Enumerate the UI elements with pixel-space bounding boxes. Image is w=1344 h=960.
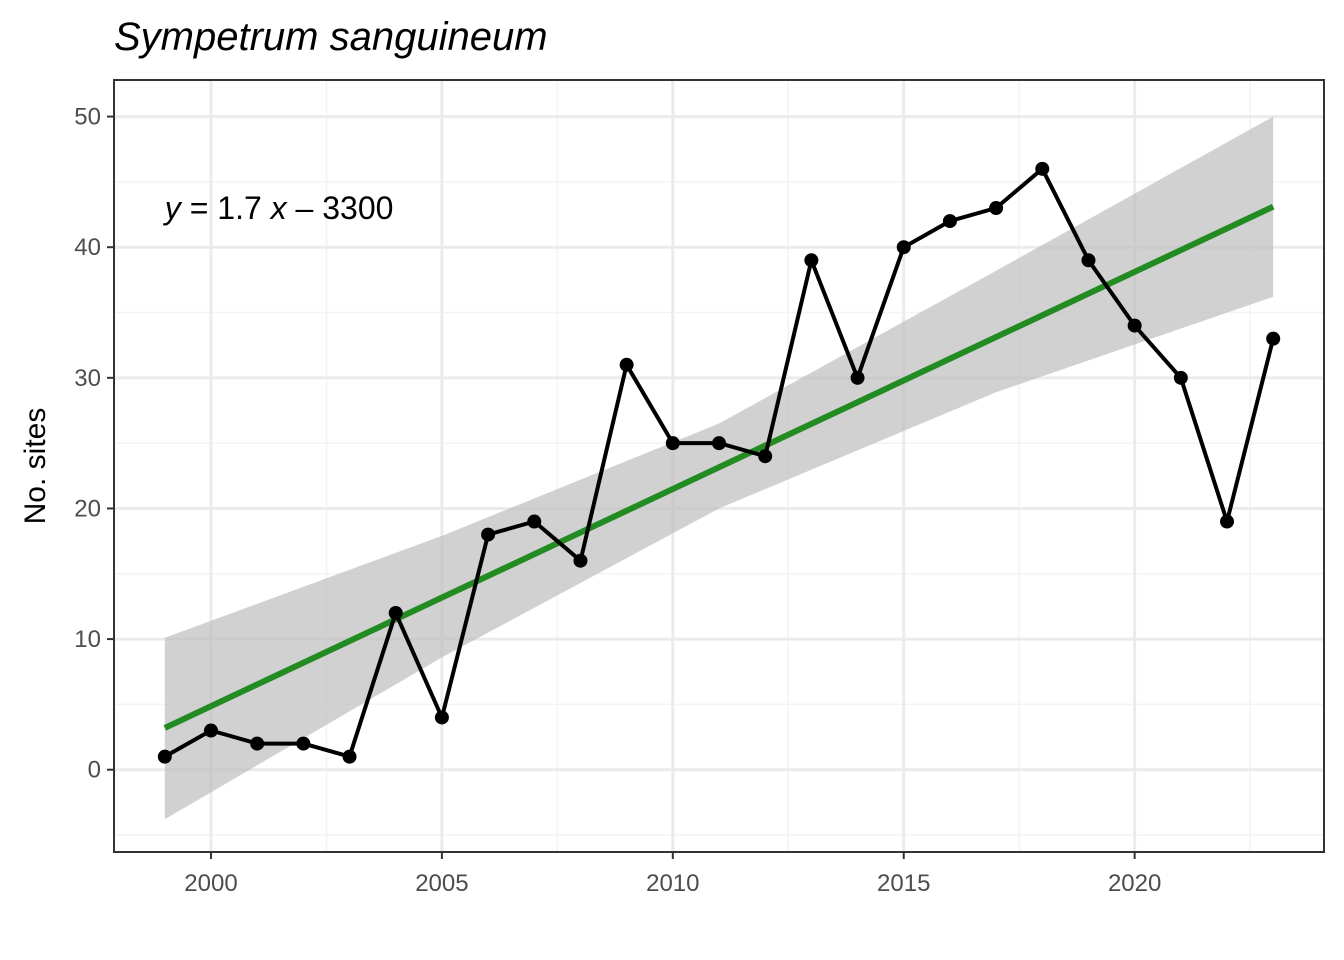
data-point [342,749,357,764]
data-point [1081,253,1096,268]
data-point [481,527,496,542]
equation-x-variable: x [269,190,288,226]
x-axis-tick-labels: 2000 2005 2010 2015 2020 [184,870,1161,897]
axis-ticks [107,115,1136,859]
y-axis-tick-label: 40 [74,234,101,261]
equation-intercept: – 3300 [287,190,394,226]
data-point [896,240,911,255]
y-axis-tick-label: 20 [74,495,101,522]
x-axis-tick-label: 2015 [877,870,930,897]
data-point [665,436,680,451]
data-point [573,553,588,568]
x-axis-tick-label: 2000 [184,870,237,897]
data-point [434,710,449,725]
x-axis-tick-label: 2010 [646,870,699,897]
data-point [388,605,403,620]
data-point [250,736,265,751]
trend-line [163,203,1275,731]
data-point [157,749,172,764]
data-point [712,436,726,451]
y-axis-tick-label: 10 [74,626,101,653]
data-point [989,201,1004,216]
data-point [850,370,865,385]
panel-border [113,79,1325,853]
equation-slope: = 1.7 [181,190,271,226]
data-point [1220,514,1235,529]
data-point [203,723,218,738]
data-point [804,253,819,268]
y-axis-tick-labels: 0 10 20 30 40 50 [74,104,101,784]
y-axis-tick-label: 30 [74,365,101,392]
x-axis-tick-label: 2005 [415,870,468,897]
data-point [1127,318,1142,333]
data-point [758,449,773,464]
chart-title: Sympetrum sanguineum [114,15,548,59]
data-points [157,161,1281,764]
x-axis-tick-label: 2020 [1108,870,1161,897]
y-axis-tick-label: 50 [74,104,101,131]
data-point [619,357,634,372]
y-axis-title: No. sites [19,408,52,525]
data-point [942,214,957,229]
equation-y-variable: y [163,190,183,226]
data-point [1035,161,1050,176]
y-axis-tick-label: 0 [88,757,101,784]
data-point [1266,331,1281,346]
data-point [527,514,542,529]
data-point [1173,370,1188,385]
regression-equation: y = 1.7 x – 3300 [163,190,394,226]
data-point [296,736,311,751]
